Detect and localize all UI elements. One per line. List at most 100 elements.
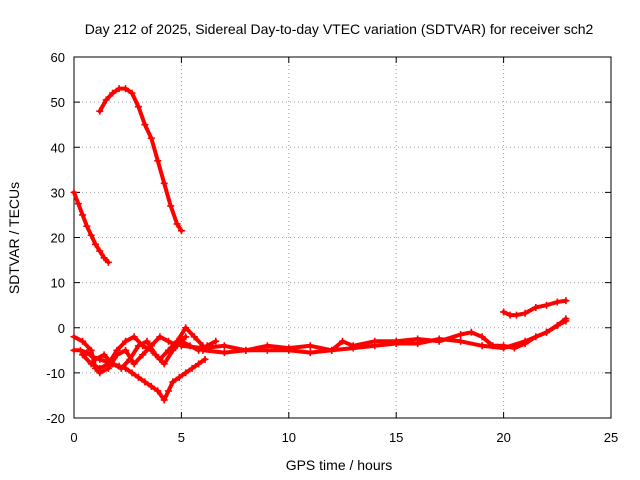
data-point xyxy=(160,396,168,404)
data-point xyxy=(139,351,147,359)
data-point xyxy=(104,258,112,266)
data-point xyxy=(126,355,134,363)
data-point xyxy=(521,337,529,345)
data-point xyxy=(160,179,168,187)
data-point xyxy=(457,331,465,339)
data-point xyxy=(122,337,130,345)
data-point xyxy=(160,360,168,368)
data-point xyxy=(543,301,551,309)
data-point xyxy=(83,349,91,357)
data-point xyxy=(562,297,570,305)
y-tick-label: 10 xyxy=(51,276,65,291)
data-point xyxy=(141,378,149,386)
data-point xyxy=(154,387,162,395)
y-tick-label: 60 xyxy=(51,50,65,65)
data-point xyxy=(201,355,209,363)
y-tick-label: 20 xyxy=(51,231,65,246)
series-mid-band xyxy=(177,317,570,354)
data-point xyxy=(152,351,160,359)
data-point xyxy=(242,346,250,354)
x-tick-label: 5 xyxy=(178,430,185,445)
data-point xyxy=(91,240,99,248)
data-point xyxy=(87,346,95,354)
y-tick-label: 30 xyxy=(51,185,65,200)
data-point xyxy=(500,308,508,316)
data-point xyxy=(147,382,155,390)
data-point xyxy=(521,309,529,317)
series-mid-band-2 xyxy=(199,315,570,357)
data-point xyxy=(100,351,108,359)
data-point xyxy=(339,337,346,345)
data-point xyxy=(102,96,110,104)
data-point xyxy=(128,89,136,97)
data-point xyxy=(506,311,514,319)
data-point xyxy=(167,202,175,210)
series-layer xyxy=(70,85,570,404)
data-point xyxy=(147,134,155,142)
data-point xyxy=(306,342,314,350)
x-tick-label: 20 xyxy=(496,430,510,445)
data-point xyxy=(96,107,104,115)
data-point xyxy=(109,89,117,97)
data-point xyxy=(154,157,162,165)
data-point xyxy=(87,231,95,239)
x-tick-label: 0 xyxy=(70,430,77,445)
data-point xyxy=(79,211,87,219)
data-point xyxy=(169,346,177,354)
data-point xyxy=(173,220,181,228)
series-arc-high xyxy=(96,85,185,235)
data-point xyxy=(457,337,465,345)
data-point xyxy=(169,378,177,386)
data-point xyxy=(91,355,99,363)
y-axis-label: SDTVAR / TECUs xyxy=(6,182,22,294)
data-point xyxy=(182,333,190,341)
x-ticks: 0 5 10 15 20 25 xyxy=(70,57,618,445)
data-point xyxy=(532,303,540,311)
data-point xyxy=(128,369,136,377)
data-point xyxy=(115,85,123,93)
data-point xyxy=(512,311,520,319)
data-point xyxy=(220,349,228,357)
data-point xyxy=(182,324,190,332)
data-point xyxy=(87,360,95,368)
data-point xyxy=(141,121,149,129)
data-point xyxy=(306,349,314,357)
data-point xyxy=(467,328,475,336)
x-axis-label: GPS time / hours xyxy=(286,457,393,473)
y-tick-label: 50 xyxy=(51,95,65,110)
data-point xyxy=(175,373,183,381)
data-point xyxy=(328,346,336,354)
y-ticks: -20 -10 0 10 20 30 40 50 60 xyxy=(46,50,611,426)
data-point xyxy=(553,298,561,306)
data-point xyxy=(122,85,130,93)
series-line xyxy=(97,86,184,233)
data-point xyxy=(117,364,125,372)
data-point xyxy=(199,346,207,354)
data-point xyxy=(96,364,104,372)
data-point xyxy=(212,337,220,345)
y-tick-label: 40 xyxy=(51,140,65,155)
data-point xyxy=(76,346,84,354)
y-tick-label: 0 xyxy=(58,321,65,336)
data-point xyxy=(349,344,357,352)
data-point xyxy=(134,373,142,381)
data-point xyxy=(562,315,570,323)
data-point xyxy=(190,333,198,341)
data-point xyxy=(553,321,561,329)
grid xyxy=(74,57,611,418)
data-point xyxy=(195,360,203,368)
x-tick-label: 25 xyxy=(604,430,618,445)
data-point xyxy=(100,254,108,262)
data-point xyxy=(143,337,151,345)
data-point xyxy=(70,346,78,354)
data-point xyxy=(177,227,185,235)
data-point xyxy=(122,346,130,354)
data-point xyxy=(478,342,486,350)
series-arc-descend xyxy=(70,188,112,266)
data-point xyxy=(109,360,117,368)
data-point xyxy=(79,351,87,359)
data-point xyxy=(130,360,138,368)
data-point xyxy=(113,346,121,354)
data-point xyxy=(134,342,142,350)
data-point xyxy=(177,342,185,350)
